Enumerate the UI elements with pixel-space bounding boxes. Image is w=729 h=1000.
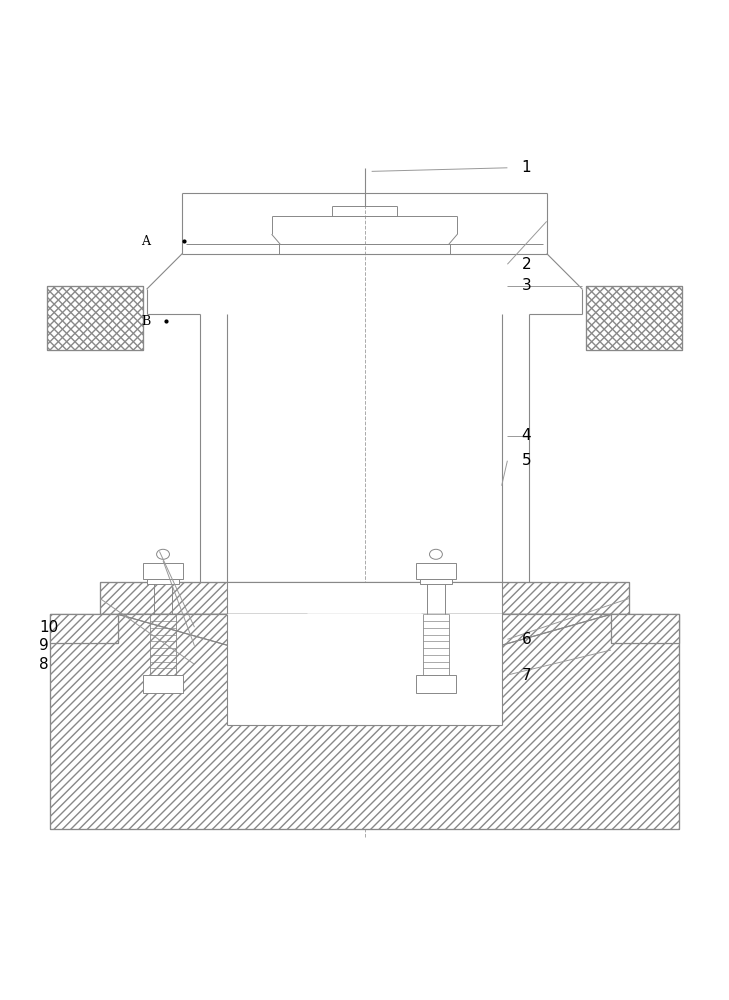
Bar: [611, 614, 679, 643]
Bar: [227, 614, 502, 725]
Bar: [100, 582, 629, 614]
Bar: [50, 614, 118, 643]
Bar: [586, 286, 682, 350]
Bar: [420, 579, 452, 584]
Bar: [227, 582, 502, 614]
Text: 2: 2: [522, 257, 531, 272]
Bar: [308, 614, 421, 725]
Bar: [50, 614, 679, 829]
Bar: [416, 675, 456, 693]
Ellipse shape: [429, 549, 443, 559]
Bar: [611, 614, 679, 643]
Bar: [100, 582, 629, 614]
Bar: [416, 563, 456, 579]
Bar: [586, 286, 682, 350]
Text: 8: 8: [39, 657, 49, 672]
Bar: [47, 286, 143, 350]
Text: 6: 6: [522, 632, 531, 647]
Bar: [50, 614, 679, 829]
Bar: [100, 582, 629, 614]
Text: 7: 7: [522, 668, 531, 683]
Text: 10: 10: [39, 620, 59, 635]
Polygon shape: [118, 614, 308, 668]
Polygon shape: [421, 614, 611, 668]
Bar: [47, 286, 143, 350]
Text: 5: 5: [522, 453, 531, 468]
Text: 3: 3: [522, 278, 531, 293]
Bar: [47, 286, 143, 350]
Text: 4: 4: [522, 428, 531, 443]
Text: B: B: [141, 315, 150, 328]
Text: 9: 9: [39, 638, 49, 653]
Bar: [143, 563, 183, 579]
Ellipse shape: [157, 549, 169, 559]
Bar: [50, 614, 679, 829]
Bar: [586, 286, 682, 350]
Bar: [143, 675, 183, 693]
Bar: [147, 579, 179, 584]
Text: A: A: [141, 235, 150, 248]
Bar: [50, 614, 118, 643]
Text: 1: 1: [522, 160, 531, 175]
